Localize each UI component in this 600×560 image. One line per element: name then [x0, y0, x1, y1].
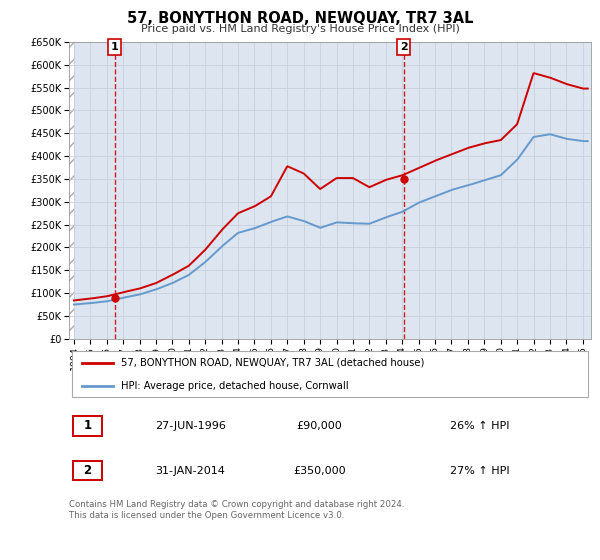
Text: Price paid vs. HM Land Registry's House Price Index (HPI): Price paid vs. HM Land Registry's House …	[140, 24, 460, 34]
Text: 57, BONYTHON ROAD, NEWQUAY, TR7 3AL: 57, BONYTHON ROAD, NEWQUAY, TR7 3AL	[127, 11, 473, 26]
Text: 1: 1	[111, 42, 119, 52]
FancyBboxPatch shape	[71, 352, 589, 396]
Text: Contains HM Land Registry data © Crown copyright and database right 2024.
This d: Contains HM Land Registry data © Crown c…	[69, 500, 404, 520]
Text: 1: 1	[83, 419, 91, 432]
Text: 2: 2	[400, 42, 407, 52]
Text: £350,000: £350,000	[293, 465, 346, 475]
Text: 27-JUN-1996: 27-JUN-1996	[155, 421, 226, 431]
Text: 57, BONYTHON ROAD, NEWQUAY, TR7 3AL (detached house): 57, BONYTHON ROAD, NEWQUAY, TR7 3AL (det…	[121, 358, 425, 368]
Text: 2: 2	[83, 464, 91, 477]
Text: HPI: Average price, detached house, Cornwall: HPI: Average price, detached house, Corn…	[121, 381, 349, 391]
Bar	[69, 42, 74, 339]
Text: 26% ↑ HPI: 26% ↑ HPI	[450, 421, 509, 431]
Text: 31-JAN-2014: 31-JAN-2014	[155, 465, 225, 475]
Text: £90,000: £90,000	[296, 421, 343, 431]
Text: 27% ↑ HPI: 27% ↑ HPI	[450, 465, 509, 475]
FancyBboxPatch shape	[73, 416, 102, 436]
FancyBboxPatch shape	[73, 461, 102, 480]
